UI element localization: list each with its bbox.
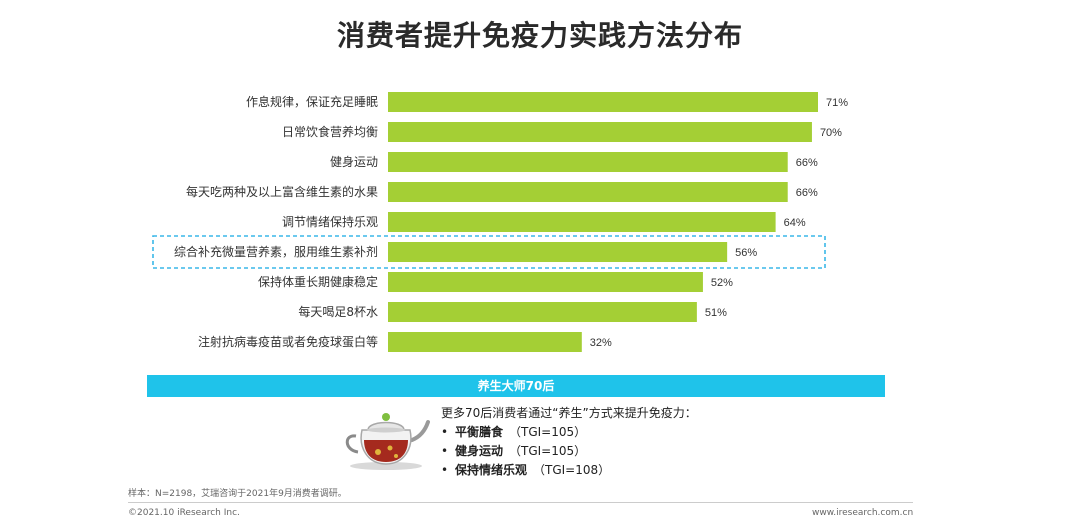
category-label: 综合补充微量营养素，服用维生素补剂 [174, 244, 378, 259]
copyright: ©2021.10 iResearch Inc. [128, 508, 240, 518]
note-item: • 保持情绪乐观 （TGI=108） [441, 461, 610, 480]
note-item: • 健身运动 （TGI=105） [441, 442, 610, 461]
note-item: • 平衡膳食 （TGI=105） [441, 423, 610, 442]
note-item-tgi: （TGI=105） [509, 425, 587, 439]
bullet: • [441, 425, 449, 439]
note-item-tgi: （TGI=108） [533, 463, 611, 477]
value-label: 71% [826, 97, 848, 109]
footer-divider [128, 502, 913, 503]
value-label: 32% [590, 337, 612, 349]
value-label: 66% [796, 157, 818, 169]
bar [388, 332, 582, 352]
bar [388, 272, 703, 292]
note-item-label: 保持情绪乐观 [455, 463, 528, 477]
bar [388, 242, 728, 262]
page-title: 消费者提升免疫力实践方法分布 [336, 19, 743, 52]
category-label: 健身运动 [330, 154, 378, 169]
note-item-label: 健身运动 [455, 444, 504, 458]
bar [388, 122, 812, 142]
category-label: 保持体重长期健康稳定 [258, 274, 378, 289]
category-label: 注射抗病毒疫苗或者免疫球蛋白等 [198, 334, 378, 349]
category-label: 调节情绪保持乐观 [282, 214, 378, 229]
bar [388, 182, 788, 202]
bar [388, 302, 697, 322]
bar-chart: 作息规律，保证充足睡眠 71% 日常饮食营养均衡 70% 健身运动 66% 每天吃两种及以上… [152, 92, 848, 352]
banner-70s: 养生大师70后 [147, 375, 885, 397]
value-label: 66% [796, 187, 818, 199]
value-label: 64% [784, 217, 806, 229]
value-label: 52% [711, 277, 733, 289]
teapot-icon [345, 413, 430, 470]
note-item-tgi: （TGI=105） [509, 444, 587, 458]
bullet: • [441, 444, 449, 458]
sample-note: 样本：N=2198，艾瑞咨询于2021年9月消费者调研。 [128, 489, 347, 499]
category-label: 每天喝足8杯水 [298, 304, 378, 319]
value-label: 70% [820, 127, 842, 139]
highlight-box [152, 235, 826, 269]
value-label: 51% [705, 307, 727, 319]
note-list: • 平衡膳食 （TGI=105） • 健身运动 （TGI=105） • 保持情绪乐观 （TG… [441, 423, 610, 480]
bullet: • [441, 463, 449, 477]
note-item-label: 平衡膳食 [455, 425, 504, 439]
bar [388, 92, 818, 112]
value-label: 56% [735, 247, 757, 259]
category-label: 日常饮食营养均衡 [282, 124, 378, 139]
category-label: 每天吃两种及以上富含维生素的水果 [186, 184, 378, 199]
note-intro: 更多70后消费者通过“养生”方式来提升免疫力： [441, 406, 697, 420]
bar [388, 152, 788, 172]
website-url: www.iresearch.com.cn [812, 508, 914, 518]
category-label: 作息规律，保证充足睡眠 [246, 94, 378, 109]
bar [388, 212, 776, 232]
